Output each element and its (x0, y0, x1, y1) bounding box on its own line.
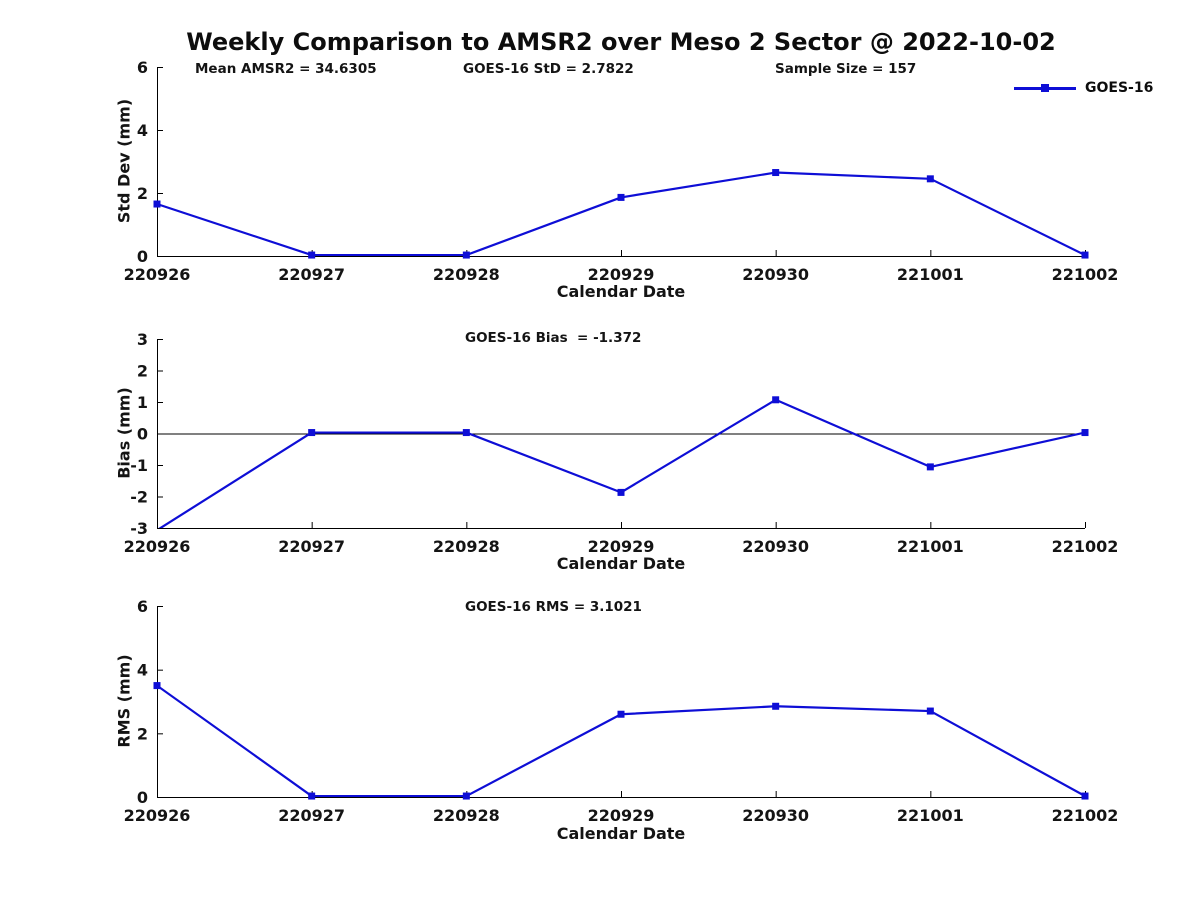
x-tick-label: 220928 (433, 806, 500, 825)
y-tick-label: -1 (130, 456, 148, 475)
data-point-marker (462, 792, 470, 800)
data-point-marker (772, 169, 780, 177)
y-tick-label: 6 (137, 58, 148, 77)
x-tick-label: 220926 (124, 806, 191, 825)
x-tick-label: 220926 (124, 265, 191, 284)
data-point-marker (617, 193, 625, 201)
x-tick-label: 221001 (897, 537, 964, 556)
data-point-marker (153, 682, 161, 690)
data-point-marker (926, 707, 934, 715)
y-tick-label: 4 (137, 661, 148, 680)
x-tick-label: 221002 (1052, 265, 1119, 284)
stat-mean-amsr2: Mean AMSR2 = 34.6305 (195, 61, 377, 77)
data-point-marker (926, 175, 934, 183)
stat-goes16-bias: GOES-16 Bias = -1.372 (465, 330, 642, 346)
x-tick-label: 220930 (742, 265, 809, 284)
data-point-marker (153, 200, 161, 208)
y-tick-label: 3 (137, 330, 148, 349)
data-point-marker (308, 251, 316, 259)
x-tick-label: 220930 (742, 806, 809, 825)
y-tick-label: 0 (137, 425, 148, 444)
x-tick-label: 220929 (588, 537, 655, 556)
x-tick-label: 220927 (278, 265, 345, 284)
y-tick-label: 0 (137, 788, 148, 807)
x-tick-label: 221001 (897, 806, 964, 825)
x-tick-label: 220926 (124, 537, 191, 556)
x-tick-label: 220929 (588, 806, 655, 825)
x-tick-label: 220928 (433, 537, 500, 556)
stat-goes16-std: GOES-16 StD = 2.7822 (463, 61, 634, 77)
data-point-marker (617, 488, 625, 496)
data-point-marker (926, 463, 934, 471)
y-tick-label: 2 (137, 184, 148, 203)
legend-series-label: GOES-16 (1085, 80, 1154, 96)
data-point-marker (462, 251, 470, 259)
legend: GOES-16 (1014, 80, 1153, 96)
data-point-marker (308, 429, 316, 437)
x-tick-label: 220927 (278, 537, 345, 556)
data-point-marker (308, 792, 316, 800)
stddev-x-axis-label: Calendar Date (556, 282, 686, 301)
rms-vs-date-subplot: 220926 220927 220928 220929 220930 221001 2210… (124, 597, 1119, 825)
series-line (157, 171, 1085, 256)
y-tick-label: -3 (130, 519, 148, 538)
data-point-marker (772, 702, 780, 710)
y-tick-label: -2 (130, 488, 148, 507)
x-tick-label: 221001 (897, 265, 964, 284)
stat-goes16-rms: GOES-16 RMS = 3.1021 (465, 599, 642, 615)
legend-square-marker-icon (1041, 84, 1049, 92)
y-tick-label: 4 (137, 121, 148, 140)
x-tick-label: 220930 (742, 537, 809, 556)
x-tick-label: 220929 (588, 265, 655, 284)
bias-x-axis-label: Calendar Date (556, 554, 686, 573)
figure-title: Weekly Comparison to AMSR2 over Meso 2 S… (186, 28, 1056, 56)
std-dev-vs-date-subplot: 220926 220927 220928 220929 220930 221001 2210… (124, 58, 1119, 284)
y-tick-label: 1 (137, 393, 148, 412)
x-tick-label: 220927 (278, 806, 345, 825)
data-point-marker (1081, 792, 1089, 800)
data-point-marker (617, 710, 625, 718)
legend-line-sample (1014, 84, 1076, 92)
y-tick-label: 2 (137, 362, 148, 381)
x-tick-label: 220928 (433, 265, 500, 284)
series-line (157, 684, 1085, 797)
data-point-marker (462, 429, 470, 437)
stat-sample-size: Sample Size = 157 (775, 61, 917, 77)
series-line (158, 398, 1085, 528)
data-point-marker (772, 396, 780, 404)
y-tick-label: 0 (137, 247, 148, 266)
y-tick-label: 2 (137, 724, 148, 743)
x-tick-label: 221002 (1052, 806, 1119, 825)
x-tick-label: 221002 (1052, 537, 1119, 556)
y-tick-label: 6 (137, 597, 148, 616)
data-point-marker (1081, 429, 1089, 437)
bias-vs-date-subplot: 220926 220927 220928 220929 220930 221001 2210… (124, 330, 1119, 556)
rms-x-axis-label: Calendar Date (556, 824, 686, 843)
data-point-marker (1081, 251, 1089, 259)
